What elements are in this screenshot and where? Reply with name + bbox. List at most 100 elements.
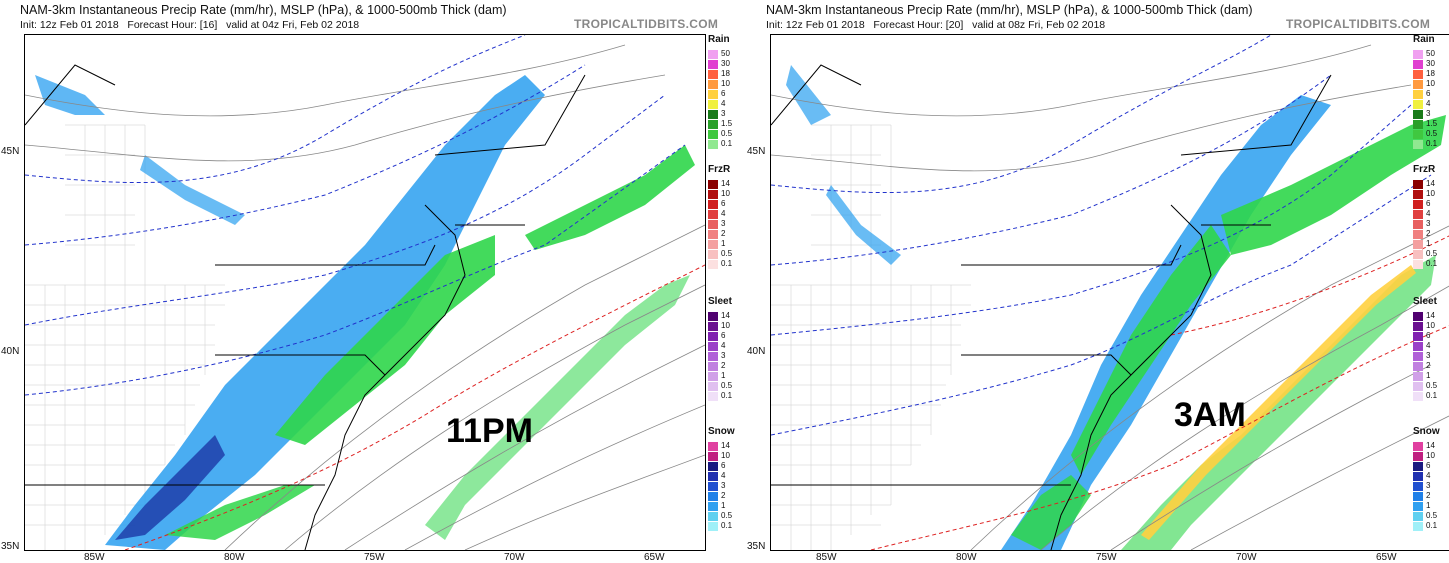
snow-legend-tick: 10 xyxy=(721,451,730,460)
snow-legend-swatch xyxy=(1413,492,1423,501)
sleet-legend-tick: 3 xyxy=(721,351,726,360)
snow-legend-tick: 6 xyxy=(1426,461,1431,470)
rain-legend-swatch xyxy=(708,50,718,59)
snow-legend-tick: 0.1 xyxy=(1426,521,1438,530)
rain-legend-swatch xyxy=(1413,90,1423,99)
sleet-legend-swatch xyxy=(1413,382,1423,391)
rain-legend-tick: 18 xyxy=(1426,69,1435,78)
map-subtitle: Init: 12z Feb 01 2018 Forecast Hour: [20… xyxy=(766,19,1105,31)
init-text: Init: 12z Feb 01 2018 xyxy=(20,19,119,31)
rain-legend-tick: 30 xyxy=(721,59,730,68)
frzr-legend-tick: 3 xyxy=(721,219,726,228)
rain-legend-swatch xyxy=(1413,120,1423,129)
frzr-legend-swatch xyxy=(1413,180,1423,189)
snow-legend-swatch xyxy=(1413,502,1423,511)
rain-legend-swatch xyxy=(1413,110,1423,119)
rain-legend-swatch xyxy=(1413,100,1423,109)
sleet-legend-swatch xyxy=(708,312,718,321)
rain-legend-title: Rain xyxy=(1413,34,1435,45)
sleet-legend-tick: 0.5 xyxy=(1426,381,1438,390)
rain-legend-title: Rain xyxy=(708,34,730,45)
frzr-legend-tick: 0.1 xyxy=(721,259,733,268)
snow-legend-swatch xyxy=(708,502,718,511)
rain-legend-tick: 50 xyxy=(1426,49,1435,58)
rain-legend-tick: 1.5 xyxy=(1426,119,1438,128)
sleet-legend-swatch xyxy=(1413,372,1423,381)
sleet-legend-swatch xyxy=(708,362,718,371)
frzr-legend-swatch xyxy=(1413,190,1423,199)
panel-3am: NAM-3km Instantaneous Precip Rate (mm/hr… xyxy=(746,0,1449,563)
snow-legend-swatch xyxy=(1413,452,1423,461)
frzr-legend-swatch xyxy=(708,230,718,239)
rain-legend-swatch xyxy=(708,120,718,129)
rain-legend-tick: 50 xyxy=(721,49,730,58)
rain-legend-tick: 18 xyxy=(721,69,730,78)
frzr-legend-tick: 0.5 xyxy=(721,249,733,258)
lat-label: 35N xyxy=(1,541,20,552)
rain-legend-tick: 4 xyxy=(1426,99,1431,108)
frzr-legend-tick: 10 xyxy=(721,189,730,198)
snow-legend-title: Snow xyxy=(708,426,735,437)
frzr-legend-swatch xyxy=(1413,260,1423,269)
lon-label: 70W xyxy=(504,552,525,563)
sleet-legend-tick: 2 xyxy=(721,361,726,370)
lon-label: 75W xyxy=(364,552,385,563)
frzr-legend-title: FrzR xyxy=(708,164,731,175)
snow-legend-swatch xyxy=(1413,512,1423,521)
lon-label: 80W xyxy=(224,552,245,563)
lat-label: 40N xyxy=(1,346,20,357)
snow-legend-swatch xyxy=(708,442,718,451)
lon-label: 70W xyxy=(1236,552,1257,563)
rain-legend-swatch xyxy=(1413,140,1423,149)
frzr-legend-tick: 14 xyxy=(721,179,730,188)
snow-legend-tick: 3 xyxy=(721,481,726,490)
sleet-legend-title: Sleet xyxy=(708,296,732,307)
lon-label: 85W xyxy=(816,552,837,563)
sleet-legend-swatch xyxy=(708,372,718,381)
legend-left: Rain 50 30 18 10 6 4 3 1.5 0.5 0.1 FrzR 14 10 6 4 3 2 1 0.5… xyxy=(708,34,740,549)
rain-legend-tick: 10 xyxy=(1426,79,1435,88)
snow-legend-tick: 14 xyxy=(1426,441,1435,450)
sleet-legend-tick: 4 xyxy=(1426,341,1431,350)
panel-11pm: NAM-3km Instantaneous Precip Rate (mm/hr… xyxy=(0,0,720,563)
sleet-legend-tick: 1 xyxy=(721,371,726,380)
snow-legend-swatch xyxy=(708,462,718,471)
map-title: NAM-3km Instantaneous Precip Rate (mm/hr… xyxy=(20,3,507,17)
frzr-legend-tick: 4 xyxy=(721,209,726,218)
frzr-legend-swatch xyxy=(1413,220,1423,229)
frzr-legend-swatch xyxy=(1413,250,1423,259)
frzr-legend-tick: 1 xyxy=(1426,239,1431,248)
sleet-legend-swatch xyxy=(1413,312,1423,321)
snow-legend-swatch xyxy=(708,512,718,521)
lon-label: 80W xyxy=(956,552,977,563)
rain-legend-swatch xyxy=(708,100,718,109)
sleet-legend-tick: 14 xyxy=(1426,311,1435,320)
rain-legend-tick: 3 xyxy=(721,109,726,118)
precip-map xyxy=(770,34,1449,551)
snow-legend-swatch xyxy=(1413,442,1423,451)
rain-legend-tick: 0.1 xyxy=(721,139,733,148)
rain-legend-swatch xyxy=(1413,60,1423,69)
frzr-legend-swatch xyxy=(1413,240,1423,249)
frzr-legend-tick: 4 xyxy=(1426,209,1431,218)
frzr-legend-swatch xyxy=(1413,210,1423,219)
rain-legend-tick: 1.5 xyxy=(721,119,733,128)
sleet-legend-swatch xyxy=(708,322,718,331)
sleet-legend-tick: 3 xyxy=(1426,351,1431,360)
sleet-legend-title: Sleet xyxy=(1413,296,1437,307)
rain-legend-swatch xyxy=(1413,50,1423,59)
rain-legend-swatch xyxy=(1413,80,1423,89)
frzr-legend-swatch xyxy=(1413,200,1423,209)
frzr-legend-tick: 0.5 xyxy=(1426,249,1438,258)
snow-legend-tick: 14 xyxy=(721,441,730,450)
snow-legend-tick: 0.5 xyxy=(721,511,733,520)
snow-legend-swatch xyxy=(1413,522,1423,531)
snow-legend-swatch xyxy=(708,492,718,501)
lat-label: 45N xyxy=(747,146,766,157)
snow-legend-tick: 1 xyxy=(721,501,726,510)
rain-legend-tick: 0.1 xyxy=(1426,139,1438,148)
sleet-legend-tick: 6 xyxy=(1426,331,1431,340)
lon-label: 85W xyxy=(84,552,105,563)
snow-legend-title: Snow xyxy=(1413,426,1440,437)
sleet-legend-swatch xyxy=(708,352,718,361)
